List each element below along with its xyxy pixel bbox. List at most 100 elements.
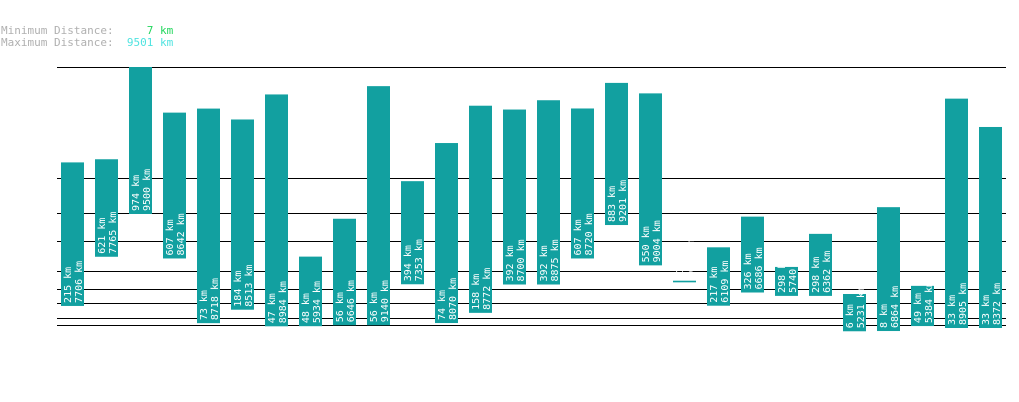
bar-group: 56 km 6646 km [333,218,357,326]
bar-min-label: 56 km [369,292,380,322]
bar-max-label: 7706 km [74,261,85,303]
bar-min-label: 298 km [811,257,822,293]
bar-group: 550 km 9004 km [639,93,663,266]
bar-max-label: 8372 km [992,283,1003,325]
bar-max-label: 8772 km [482,268,493,310]
bar-min-label: 621 km [97,218,108,254]
bar-max-label: 5384 km [924,281,935,323]
bar-max-label: 8720 km [584,213,595,255]
legend-min-value: 7 km [146,24,174,37]
bar [809,233,832,296]
bar-group: 48 km 5934 km [299,256,323,327]
bar [673,280,696,283]
bar-max-label: 6109 km [720,261,731,303]
bar-group: 215 km 7706 km [61,162,85,306]
bar-min-label: 56 km [335,292,346,322]
bar [265,94,288,327]
bar-max-label: 8070 km [448,278,459,320]
bar [605,82,628,226]
bar-min-label: 215 km [63,267,74,303]
bar-max-label: 5740 km [788,251,799,293]
bar-group: 8 km 6864 km [877,207,901,332]
bar [707,247,730,306]
bars: 215 km 7706 km 621 km 7765 km 974 km 9500 km 6… [61,67,1003,332]
bar [979,126,1002,329]
bar [367,86,390,326]
bar [571,108,594,259]
bar-min-label: 184 km [233,271,244,307]
bar [911,285,934,327]
bar [163,112,186,259]
bar [401,181,424,285]
bar-group: 73 km 8718 km [197,108,221,324]
bar-group: 49 km 5384 km [911,281,935,327]
bar-min-label: 392 km [539,245,550,281]
bar-min-label: 394 km [403,245,414,281]
bar [741,216,764,293]
bar-group: 158 km 8772 km [469,105,493,313]
bar-min-label: 49 km [913,293,924,323]
legend-max-label: Maximum Distance: [1,36,114,49]
bar-max-label: 6864 km [890,286,901,328]
bar [537,100,560,285]
bar [333,218,356,326]
bar [469,105,492,313]
bar-min-label: 8 km [879,304,890,328]
bar [299,256,322,327]
bar-min-label: 326 km [743,253,754,289]
bar-min-label: 607 km [165,219,176,255]
bar-group: 298 km 5740 km [775,251,799,296]
bar [61,162,84,306]
legend-max-value: 9501 km [126,36,174,49]
bar-max-label: 8905 km [958,283,969,325]
bar-max-label: 6646 km [346,280,357,322]
bar-min-label: 48 km [301,293,312,323]
bar-max-label: 9500 km [142,169,153,211]
bar-max-label: 5934 km [312,281,323,323]
bar-group: 621 km 7765 km [95,159,119,257]
bar-min-label: 33 km [947,295,958,325]
bar [503,109,526,285]
bar-max-label: 8718 km [210,278,221,320]
bar-min-label: 410 km [675,243,686,279]
bar-group: 33 km 8372 km [979,126,1003,329]
bar-max-label: 8875 km [550,239,561,281]
bar-min-label: 974 km [131,175,142,211]
bar-group: 217 km 6109 km [707,247,731,306]
bar-max-label: 7353 km [414,239,425,281]
bar-max-label: 5231 km [856,286,867,328]
legend-min-row: Minimum Distance: 7 km [1,25,173,37]
bar-max-label: 8642 km [176,213,187,255]
bar-min-label: 607 km [573,219,584,255]
bar-group: 56 km 9140 km [367,86,391,326]
bar-group: 607 km 8720 km [571,108,595,259]
legend-min-label: Minimum Distance: [1,24,114,37]
bar-max-label: 8513 km [244,265,255,307]
bar-min-label: 158 km [471,274,482,310]
legend: Minimum Distance: 7 km Maximum Distance:… [1,25,173,49]
bar-min-label: 550 km [641,226,652,262]
bar-group: 33 km 8905 km [945,98,969,329]
bar-group: 184 km 8513 km [231,119,255,310]
bar-min-label: 298 km [777,257,788,293]
bar-group: 394 km 7353 km [401,181,425,285]
bar-max-label: 9140 km [380,280,391,322]
bar [877,207,900,332]
bar-group: 883 km 9201 km [605,82,629,226]
bar-min-label: 33 km [981,295,992,325]
bar [197,108,220,324]
bar-max-label: 8984 km [278,281,289,323]
bar [639,93,662,266]
bar-max-label: 5481 km [686,237,697,279]
bar-group: 974 km 9500 km [129,67,153,214]
bar-max-label: 9201 km [618,180,629,222]
bar-min-label: 883 km [607,186,618,222]
bar-group: 6 km 5231 km [843,286,867,332]
bar-max-label: 9004 km [652,220,663,262]
bar [95,159,118,257]
bar-min-label: 217 km [709,267,720,303]
bar-max-label: 6362 km [822,251,833,293]
bar-group: 326 km 6686 km [741,216,765,293]
bar-min-label: 74 km [437,290,448,320]
